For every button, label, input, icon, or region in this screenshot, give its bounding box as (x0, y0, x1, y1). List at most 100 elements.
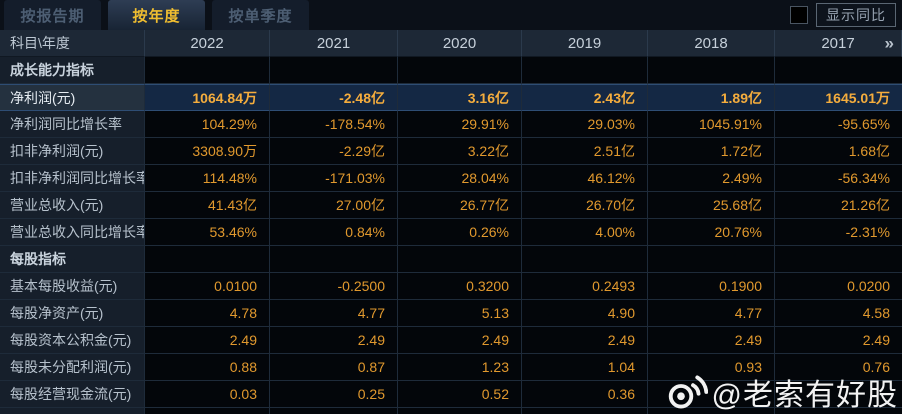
value-cell (648, 381, 775, 408)
value-cell (398, 246, 522, 273)
column-header-year-2019: 2019 (522, 30, 648, 57)
section-row: 每股指标 (0, 246, 902, 273)
value-cell: 0.88 (145, 354, 270, 381)
value-cell: 46.12% (522, 165, 648, 192)
value-cell: 0.3200 (398, 273, 522, 300)
value-cell: 1.04 (522, 354, 648, 381)
year-label: 2020 (442, 34, 477, 52)
section-row: 成长能力指标 (0, 57, 902, 84)
table-row[interactable]: 扣非净利润同比增长率 114.48% -171.03% 28.04% 46.12% 2.4… (0, 165, 902, 192)
show-yoy-label[interactable]: 显示同比 (816, 3, 896, 27)
value-cell: 0.03 (145, 381, 270, 408)
value-cell: 0.36 (522, 381, 648, 408)
row-label: 每股指标 (0, 246, 145, 273)
row-label: 营业总收入(元) (0, 192, 145, 219)
value-cell: 2.49 (648, 327, 775, 354)
value-cell: 4.58 (775, 300, 902, 327)
table-row[interactable]: 营业总收入同比增长率 53.46% 0.84% 0.26% 4.00% 20.76% -2.… (0, 219, 902, 246)
value-cell: 0.1900 (648, 273, 775, 300)
value-cell: 28.04% (398, 165, 522, 192)
value-cell (648, 57, 775, 84)
value-cell (270, 246, 398, 273)
year-label: 2017 (821, 34, 855, 52)
value-cell (522, 246, 648, 273)
value-cell: 27.00亿 (270, 192, 398, 219)
table-row[interactable]: 每股资本公积金(元) 2.49 2.49 2.49 2.49 2.49 2.49 (0, 327, 902, 354)
table-row[interactable]: 基本每股收益(元) 0.0100 -0.2500 0.3200 0.2493 0.1900… (0, 273, 902, 300)
value-cell: 41.43亿 (145, 192, 270, 219)
row-label: 每股净资产(元) (0, 300, 145, 327)
value-cell: 0.0100 (145, 273, 270, 300)
value-cell: 1.68亿 (775, 138, 902, 165)
value-cell: 2.49 (775, 327, 902, 354)
value-cell: 3308.90万 (145, 138, 270, 165)
value-cell: 0.87 (270, 354, 398, 381)
table-row[interactable]: 净利润同比增长率 104.29% -178.54% 29.91% 29.03% 1045.… (0, 111, 902, 138)
more-columns-icon[interactable]: » (884, 33, 894, 53)
table-row[interactable]: 营业总收入(元) 41.43亿 27.00亿 26.77亿 26.70亿 25.68亿 21… (0, 192, 902, 219)
value-cell: 2.49 (398, 327, 522, 354)
table-row[interactable]: 每股净资产(元) 4.78 4.77 5.13 4.90 4.77 4.58 (0, 300, 902, 327)
value-cell: 1.72亿 (648, 138, 775, 165)
value-cell: 0.52 (398, 381, 522, 408)
value-cell: 4.00% (522, 219, 648, 246)
row-label: 每股资本公积金(元) (0, 327, 145, 354)
value-cell (398, 57, 522, 84)
row-label: 基本每股收益(元) (0, 273, 145, 300)
table-row[interactable]: 净利润(元) 1064.84万 -2.48亿 3.16亿 2.43亿 1.89亿 1645.… (0, 84, 902, 111)
row-label: 每股未分配利润(元) (0, 354, 145, 381)
value-cell: 26.70亿 (522, 192, 648, 219)
value-cell: 0.26% (398, 219, 522, 246)
value-cell: 1.23 (398, 354, 522, 381)
value-cell: 29.91% (398, 111, 522, 138)
value-cell: 21.26亿 (775, 192, 902, 219)
row-label: 净利润同比增长率 (0, 111, 145, 138)
value-cell (145, 57, 270, 84)
value-cell: 114.48% (145, 165, 270, 192)
tab-by-report-period[interactable]: 按报告期 (4, 0, 101, 30)
table-row[interactable]: 扣非净利润(元) 3308.90万 -2.29亿 3.22亿 2.51亿 1.72亿 1.6… (0, 138, 902, 165)
table-header-row: 科目\年度 2022 2021 2020 2019 2018 2017 » (0, 30, 902, 57)
value-cell: 0.84% (270, 219, 398, 246)
tab-by-single-quarter[interactable]: 按单季度 (212, 0, 309, 30)
value-cell: 5.13 (398, 300, 522, 327)
value-cell: -95.65% (775, 111, 902, 138)
value-cell: -56.34% (775, 165, 902, 192)
financial-table: 科目\年度 2022 2021 2020 2019 2018 2017 » 成长能力指标 净利润(… (0, 30, 902, 408)
value-cell: 29.03% (522, 111, 648, 138)
value-cell: -178.54% (270, 111, 398, 138)
column-header-year-2017: 2017 » (775, 30, 902, 57)
value-cell: 4.77 (270, 300, 398, 327)
column-header-year-2018: 2018 (648, 30, 775, 57)
value-cell: -171.03% (270, 165, 398, 192)
row-label: 净利润(元) (0, 84, 145, 111)
column-header-year-2020: 2020 (398, 30, 522, 57)
value-cell: 1064.84万 (145, 84, 270, 111)
value-cell: 1045.91% (648, 111, 775, 138)
value-cell: 20.76% (648, 219, 775, 246)
value-cell: 0.93 (648, 354, 775, 381)
value-cell (775, 381, 902, 408)
value-cell: 3.16亿 (398, 84, 522, 111)
value-cell: 0.0200 (775, 273, 902, 300)
value-cell: 2.49 (270, 327, 398, 354)
value-cell (775, 246, 902, 273)
value-cell: -2.48亿 (270, 84, 398, 111)
header-controls: 显示同比 (790, 0, 902, 30)
year-label: 2022 (190, 34, 224, 52)
value-cell: 2.49 (145, 327, 270, 354)
value-cell: 2.49 (522, 327, 648, 354)
column-header-year-2022: 2022 (145, 30, 270, 57)
value-cell (648, 246, 775, 273)
show-yoy-checkbox[interactable] (790, 6, 808, 24)
value-cell: 3.22亿 (398, 138, 522, 165)
value-cell (270, 57, 398, 84)
row-label: 成长能力指标 (0, 57, 145, 84)
partial-label-cell (0, 408, 145, 414)
value-cell: 0.2493 (522, 273, 648, 300)
year-label: 2021 (316, 34, 351, 52)
tab-by-year[interactable]: 按年度 (108, 0, 205, 30)
table-row[interactable]: 每股未分配利润(元) 0.88 0.87 1.23 1.04 0.93 0.76 (0, 354, 902, 381)
partial-next-row (0, 408, 902, 414)
table-row[interactable]: 每股经营现金流(元) 0.03 0.25 0.52 0.36 (0, 381, 902, 408)
